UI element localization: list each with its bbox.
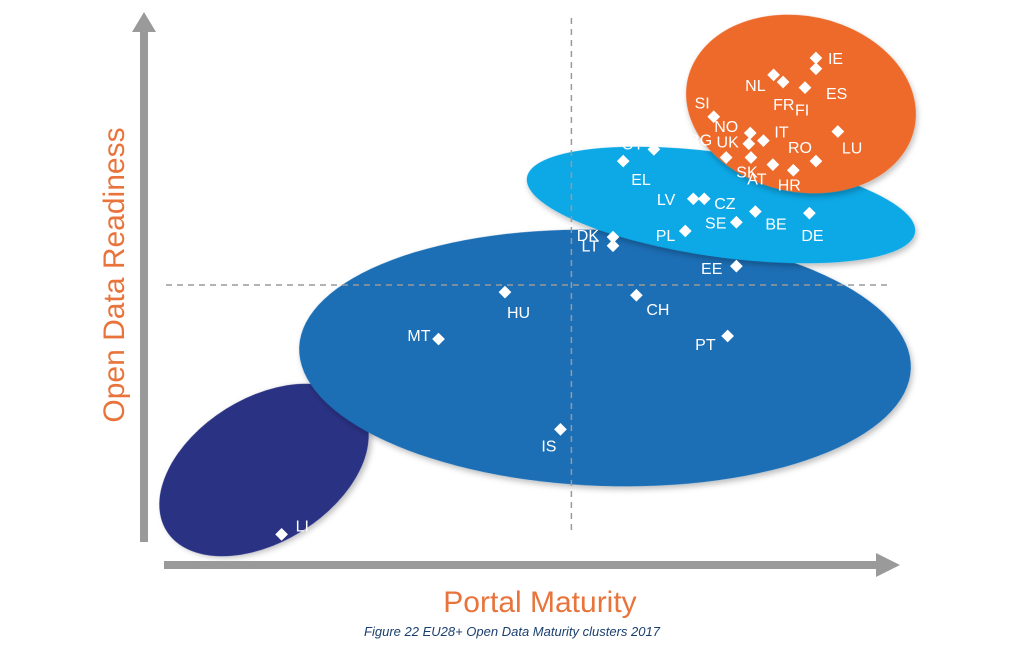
point-label-is: IS <box>541 438 556 455</box>
axes <box>132 12 900 577</box>
point-label-uk: UK <box>717 135 740 152</box>
point-label-sk: SK <box>736 165 758 182</box>
point-label-bg: BG <box>689 133 712 150</box>
point-label-se: SE <box>705 215 726 232</box>
point-label-hu: HU <box>507 305 530 322</box>
x-axis-title: Portal Maturity <box>443 586 636 619</box>
point-label-pl: PL <box>656 228 676 245</box>
point-label-ro: RO <box>788 140 812 157</box>
cluster-nl <box>686 14 916 194</box>
point-label-nl: NL <box>745 78 766 95</box>
point-label-it: IT <box>774 125 788 142</box>
point-marker-hu <box>498 285 512 299</box>
point-label-es: ES <box>826 86 847 103</box>
cluster-mt <box>299 229 911 487</box>
point-label-si: SI <box>695 96 710 113</box>
figure-caption: Figure 22 EU28+ Open Data Maturity clust… <box>364 624 660 639</box>
point-label-fr: FR <box>773 97 794 114</box>
y-axis-arrow <box>132 12 156 32</box>
point-label-lu: LU <box>842 140 862 157</box>
point-label-de: DE <box>801 228 823 245</box>
x-axis-arrow <box>876 553 900 577</box>
point-marker-mt <box>432 332 445 346</box>
point-label-fi: FI <box>795 103 809 120</box>
point-label-li: LI <box>296 518 309 535</box>
point-label-at: AT <box>747 172 766 189</box>
point-label-el: EL <box>631 172 651 189</box>
point-label-cy: CY <box>622 136 645 153</box>
point-label-cz: CZ <box>714 196 736 213</box>
point-label-pt: PT <box>695 337 716 354</box>
point-label-be: BE <box>765 217 786 234</box>
x-axis-line <box>164 561 878 569</box>
point-label-mt: MT <box>407 328 430 345</box>
y-axis-title: Open Data Readiness <box>98 127 131 422</box>
clusters-layer <box>159 14 916 557</box>
point-label-ie: IE <box>828 51 843 68</box>
point-label-lt: LT <box>582 239 600 256</box>
point-label-ch: CH <box>646 302 669 319</box>
cluster-li <box>159 383 369 557</box>
point-label-no: NO <box>714 119 738 136</box>
y-axis-line <box>140 30 148 542</box>
point-label-dk: DK <box>577 228 600 245</box>
point-label-lv: LV <box>657 192 676 209</box>
point-label-ee: EE <box>701 261 722 278</box>
point-label-hr: HR <box>778 177 801 194</box>
